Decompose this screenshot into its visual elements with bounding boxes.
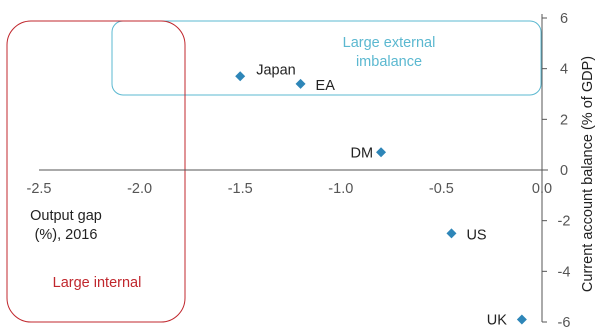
y-axis-title: Current account balance (% of GDP) [580, 56, 596, 292]
data-label-uk: UK [487, 312, 507, 328]
region-internal-imbalance-label: Large internal [53, 275, 142, 291]
x-tick-label: -1.0 [328, 181, 353, 197]
x-axis-title: (%), 2016 [35, 227, 98, 243]
region-external-imbalance-label: imbalance [356, 54, 422, 70]
y-tick-label: -4 [558, 264, 571, 280]
data-label-dm: DM [350, 145, 373, 161]
x-tick-label: -0.5 [429, 181, 454, 197]
data-point-uk [516, 314, 527, 325]
y-tick-label: 2 [560, 112, 568, 128]
points-layer [235, 71, 527, 325]
region-external-imbalance-label: Large external [343, 35, 436, 51]
data-label-us: US [466, 227, 486, 243]
data-label-japan: Japan [256, 62, 296, 78]
regions-layer: Large external imbalance Large internal [6, 20, 542, 323]
labels-layer: Japan EA DM US UK [256, 62, 507, 328]
region-internal-imbalance-box [6, 20, 186, 323]
y-tick-label: -6 [558, 315, 571, 329]
y-tick-label: 4 [560, 62, 568, 78]
axes-layer: -2.5 -2.0 -1.5 -1.0 -0.5 0.0 6 4 2 0 -2 -4 -6 Output … [27, 11, 597, 329]
y-tick-label: 0 [560, 163, 568, 179]
y-tick-label: -2 [558, 214, 571, 230]
data-point-us [446, 228, 457, 239]
data-point-dm [376, 147, 387, 158]
data-label-ea: EA [316, 78, 336, 94]
region-external-imbalance-box [111, 20, 542, 96]
x-tick-label: -2.0 [127, 181, 152, 197]
x-tick-label: 0.0 [532, 181, 552, 197]
data-point-ea [295, 78, 306, 89]
y-tick-label: 6 [560, 11, 568, 27]
x-tick-label: -1.5 [228, 181, 253, 197]
x-axis-title: Output gap [30, 208, 102, 224]
x-tick-label: -2.5 [27, 181, 52, 197]
data-point-japan [235, 71, 246, 82]
